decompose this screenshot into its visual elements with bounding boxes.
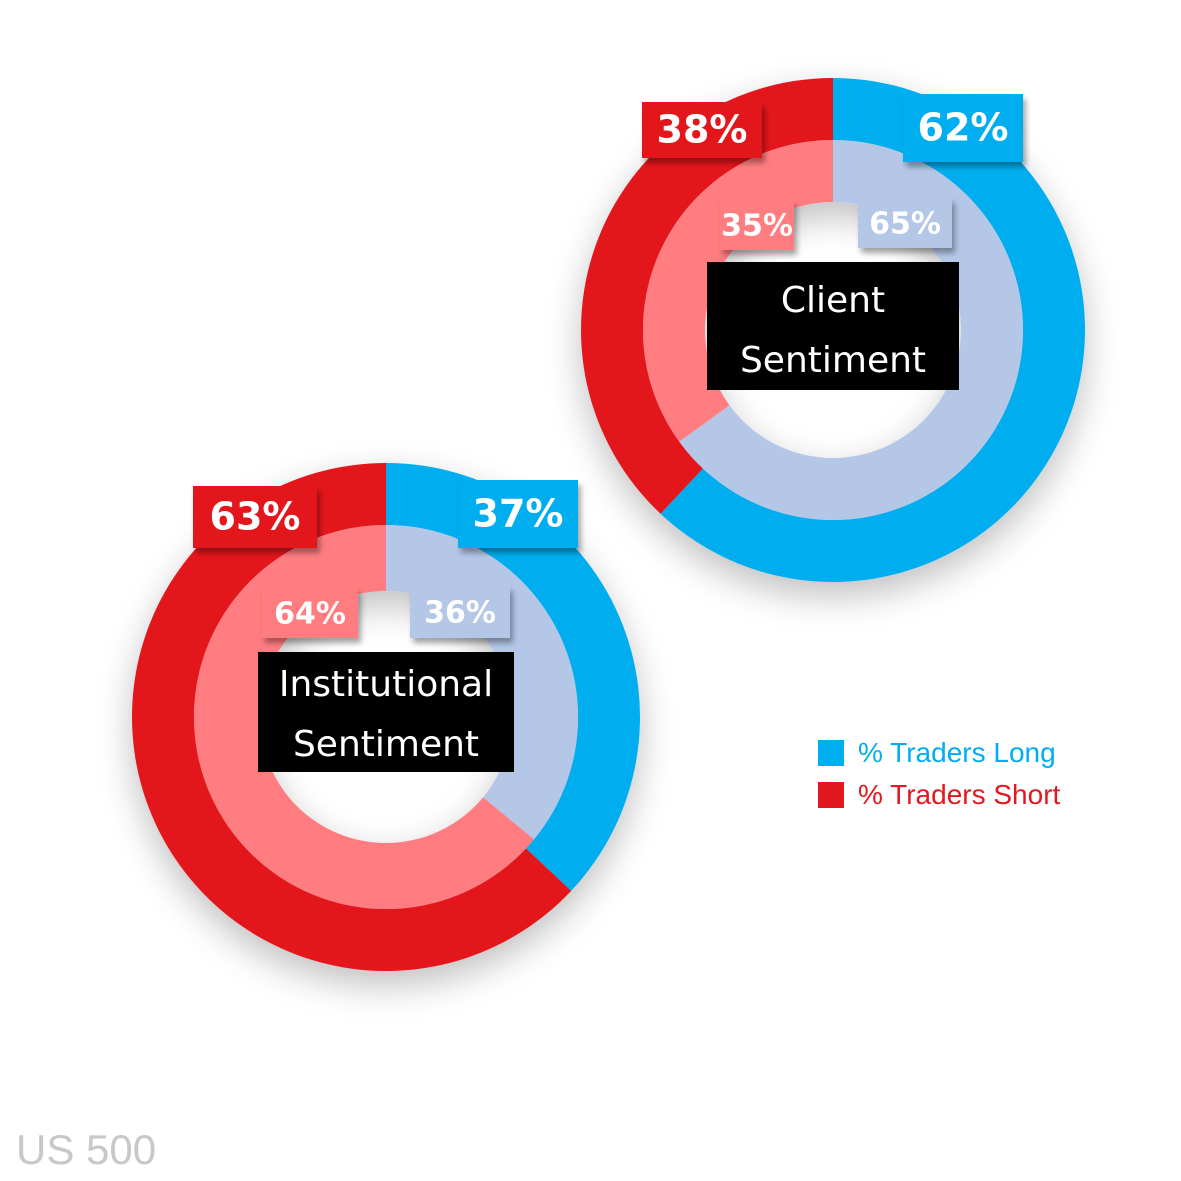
institutional-inner-short-label: 64% [262, 588, 358, 638]
institutional-inner-long-slice [386, 525, 578, 840]
client-outer-long-label: 62% [903, 94, 1023, 162]
institutional-outer-short-label-text: 63% [210, 495, 301, 539]
legend-item-short: % Traders Short [818, 774, 1060, 816]
institutional-inner-long-label: 36% [410, 586, 510, 638]
institutional-center-label-bg [258, 652, 514, 772]
donut-client: Client Sentiment 38% 62% 35% 65% [581, 78, 1086, 582]
institutional-center-label-line-2: Sentiment [293, 724, 479, 765]
legend-item-long: % Traders Long [818, 732, 1060, 774]
legend-label-long: % Traders Long [858, 737, 1056, 768]
institutional-inner-short-label-text: 64% [274, 597, 346, 632]
institutional-center-label-line-1: Institutional [279, 664, 493, 705]
institutional-outer-long-slice [386, 463, 640, 891]
legend: % Traders Long % Traders Short [818, 732, 1060, 816]
client-inner-long-label: 65% [858, 198, 952, 248]
client-outer-short-slice [581, 78, 833, 514]
client-outer-long-slice [660, 78, 1086, 582]
institutional-outer-long-label: 37% [458, 480, 578, 548]
institutional-outer-short-slice [132, 463, 572, 971]
client-outer-short-label: 38% [642, 102, 762, 158]
donut-institutional: Institutional Sentiment 63% 37% 64% 36% [132, 463, 640, 971]
client-inner-short-label-text: 35% [721, 209, 793, 244]
client-center-label-bg [707, 262, 959, 390]
legend-swatch-long [818, 740, 844, 766]
institutional-outer-short-label: 63% [193, 486, 317, 548]
client-inner-long-label-text: 65% [869, 207, 941, 242]
client-inner-short-slice [643, 140, 833, 442]
client-inner-short-label: 35% [720, 200, 794, 250]
legend-swatch-short [818, 782, 844, 808]
client-center-label-line-1: Client [781, 280, 885, 321]
legend-label-short: % Traders Short [858, 779, 1061, 810]
client-outer-long-label-text: 62% [918, 106, 1009, 150]
client-center-label-line-2: Sentiment [740, 340, 926, 381]
institutional-outer-long-label-text: 37% [473, 492, 564, 536]
institutional-inner-long-label-text: 36% [424, 596, 496, 631]
ticker-label: US 500 [16, 1126, 157, 1173]
client-outer-short-label-text: 38% [657, 108, 748, 152]
